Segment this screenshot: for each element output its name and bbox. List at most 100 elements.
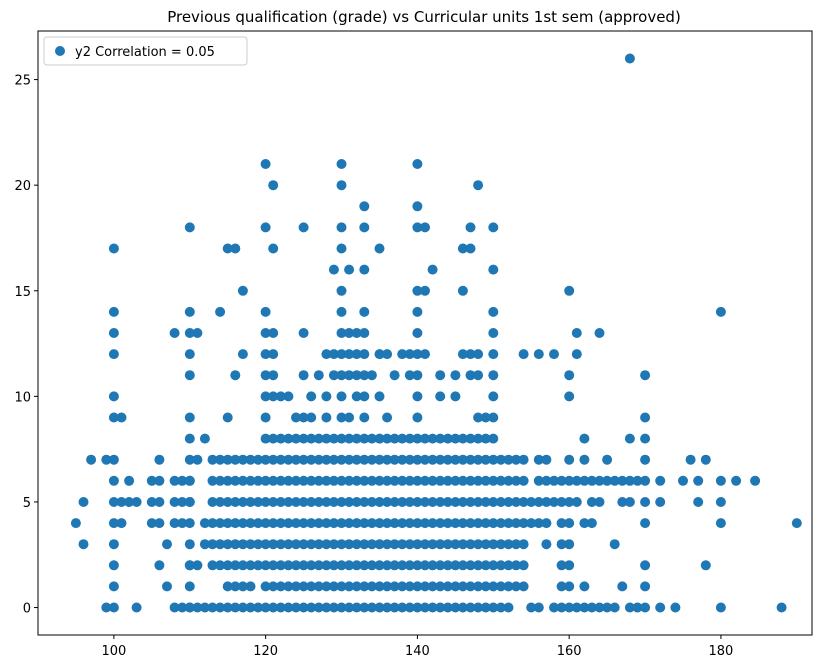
- data-point: [480, 518, 491, 529]
- data-point: [230, 454, 241, 465]
- data-point: [230, 539, 241, 550]
- data-point: [328, 518, 339, 529]
- data-point: [715, 602, 726, 613]
- data-point: [298, 497, 309, 507]
- data-point: [359, 412, 370, 423]
- data-point: [427, 497, 438, 507]
- data-point: [640, 518, 651, 529]
- data-point: [215, 518, 226, 529]
- data-point: [275, 518, 286, 529]
- data-point: [435, 454, 446, 465]
- data-point: [412, 454, 423, 465]
- data-point: [602, 454, 613, 465]
- data-point: [328, 264, 339, 275]
- data-point: [382, 560, 393, 571]
- data-point: [283, 475, 294, 486]
- data-point: [177, 475, 188, 486]
- data-point: [359, 475, 370, 486]
- data-point: [351, 560, 362, 571]
- data-point: [397, 602, 408, 613]
- data-point: [427, 581, 438, 592]
- data-point: [298, 560, 309, 571]
- data-point: [412, 328, 423, 338]
- data-point: [776, 602, 787, 613]
- data-point: [412, 159, 423, 169]
- data-point: [336, 560, 347, 571]
- data-point: [260, 539, 271, 550]
- data-point: [556, 518, 567, 529]
- data-point: [283, 539, 294, 550]
- data-point: [313, 560, 324, 571]
- data-point: [108, 518, 119, 529]
- data-point: [351, 581, 362, 592]
- data-point: [306, 581, 317, 592]
- data-point: [488, 497, 499, 507]
- data-point: [291, 412, 301, 423]
- data-point: [473, 539, 484, 550]
- data-point: [420, 475, 430, 486]
- data-point: [306, 518, 317, 529]
- data-point: [533, 349, 544, 360]
- data-point: [359, 539, 370, 550]
- data-point: [207, 539, 218, 550]
- data-point: [268, 475, 279, 486]
- data-point: [169, 497, 180, 507]
- data-point: [146, 475, 157, 486]
- data-point: [253, 518, 264, 529]
- data-point: [275, 581, 286, 592]
- data-point: [450, 560, 461, 571]
- data-point: [397, 349, 408, 360]
- data-point: [640, 497, 651, 507]
- data-point: [344, 349, 355, 360]
- data-point: [412, 222, 423, 233]
- data-point: [131, 602, 142, 613]
- data-point: [511, 475, 522, 486]
- data-point: [108, 349, 119, 360]
- data-point: [480, 539, 491, 550]
- y-tick-label: 25: [14, 74, 31, 89]
- data-point: [321, 539, 332, 550]
- y-tick-label: 0: [23, 602, 31, 617]
- data-point: [465, 539, 476, 550]
- data-point: [215, 475, 226, 486]
- data-point: [382, 454, 393, 465]
- data-point: [541, 518, 552, 529]
- data-point: [177, 518, 188, 529]
- data-point: [359, 306, 370, 317]
- data-point: [108, 475, 119, 486]
- data-point: [328, 581, 339, 592]
- data-point: [260, 602, 271, 613]
- data-point: [336, 349, 347, 360]
- data-point: [488, 328, 499, 338]
- data-point: [564, 581, 575, 592]
- data-point: [556, 560, 567, 571]
- data-point: [199, 539, 210, 550]
- data-point: [457, 285, 468, 296]
- data-point: [389, 475, 400, 486]
- data-point: [473, 180, 484, 191]
- data-point: [404, 497, 415, 507]
- data-point: [503, 518, 514, 529]
- data-point: [640, 433, 651, 444]
- data-point: [313, 497, 324, 507]
- data-point: [108, 412, 119, 423]
- data-point: [435, 391, 446, 402]
- data-point: [215, 454, 226, 465]
- x-tick-label: 180: [709, 644, 734, 659]
- data-point: [412, 349, 423, 360]
- data-point: [336, 180, 347, 191]
- data-point: [222, 560, 233, 571]
- data-point: [291, 497, 301, 507]
- data-point: [359, 222, 370, 233]
- scatter-points: [70, 53, 802, 613]
- data-point: [336, 285, 347, 296]
- data-point: [268, 243, 279, 254]
- data-point: [336, 539, 347, 550]
- data-point: [291, 475, 301, 486]
- data-point: [624, 433, 635, 444]
- data-point: [374, 518, 385, 529]
- data-point: [389, 454, 400, 465]
- data-point: [154, 518, 165, 529]
- data-point: [313, 518, 324, 529]
- data-point: [260, 433, 271, 444]
